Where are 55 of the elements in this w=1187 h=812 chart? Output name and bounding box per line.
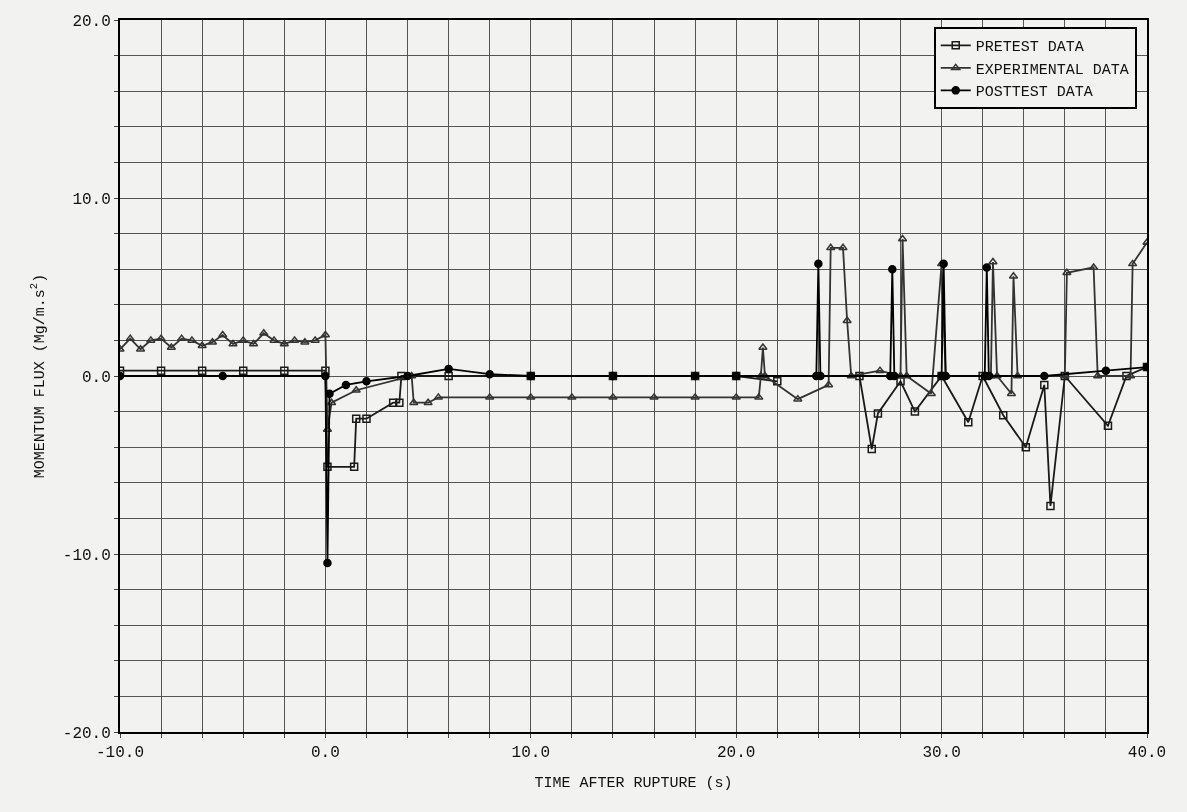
point	[325, 389, 334, 399]
legend-label: POSTTEST DATA	[975, 84, 1093, 102]
point	[280, 366, 289, 375]
point	[362, 414, 371, 423]
point	[349, 462, 359, 472]
point	[896, 377, 905, 386]
point	[444, 371, 453, 381]
point	[1040, 371, 1049, 381]
point	[156, 366, 166, 375]
x-axis-title: TIME AFTER RUPTURE (s)	[534, 774, 733, 792]
point	[218, 371, 227, 381]
point	[773, 377, 782, 386]
point	[867, 444, 877, 454]
point	[1040, 380, 1049, 390]
point	[362, 377, 371, 386]
y-tick-label: -20.0	[62, 724, 111, 743]
legend-label: EXPERIMENTAL DATA	[975, 61, 1129, 79]
x-tick-label: -10.0	[95, 744, 145, 763]
point	[998, 410, 1008, 420]
x-tick-label: 40.0	[1127, 744, 1167, 763]
point	[444, 364, 453, 374]
point	[888, 264, 897, 274]
point	[321, 366, 330, 375]
point	[238, 366, 248, 375]
point	[964, 418, 973, 427]
point	[1046, 501, 1055, 511]
point	[323, 462, 332, 472]
point	[321, 371, 330, 381]
point	[323, 558, 332, 568]
point	[397, 371, 406, 381]
point	[873, 409, 883, 418]
point	[982, 263, 992, 272]
point	[395, 398, 404, 407]
point	[910, 407, 920, 416]
point	[341, 380, 351, 390]
point	[1101, 366, 1111, 375]
point	[1021, 442, 1031, 452]
point	[403, 371, 412, 381]
x-tick-label: 0.0	[310, 744, 340, 763]
point	[485, 369, 494, 379]
y-tick-label: 10.0	[72, 190, 111, 209]
point	[814, 259, 823, 269]
x-tick-label: 30.0	[922, 744, 961, 763]
y-tick-label: 0.0	[81, 368, 111, 387]
legend-label: PRETEST DATA	[975, 39, 1084, 57]
point	[1103, 421, 1113, 431]
y-tick-label: -10.0	[62, 546, 111, 565]
x-tick-label: 20.0	[717, 744, 756, 763]
point	[1122, 371, 1131, 381]
point	[351, 414, 361, 423]
y-tick-label: 20.0	[72, 12, 111, 31]
point	[388, 398, 398, 407]
point	[197, 366, 207, 375]
x-tick-label: 10.0	[511, 744, 550, 763]
point	[855, 371, 864, 381]
